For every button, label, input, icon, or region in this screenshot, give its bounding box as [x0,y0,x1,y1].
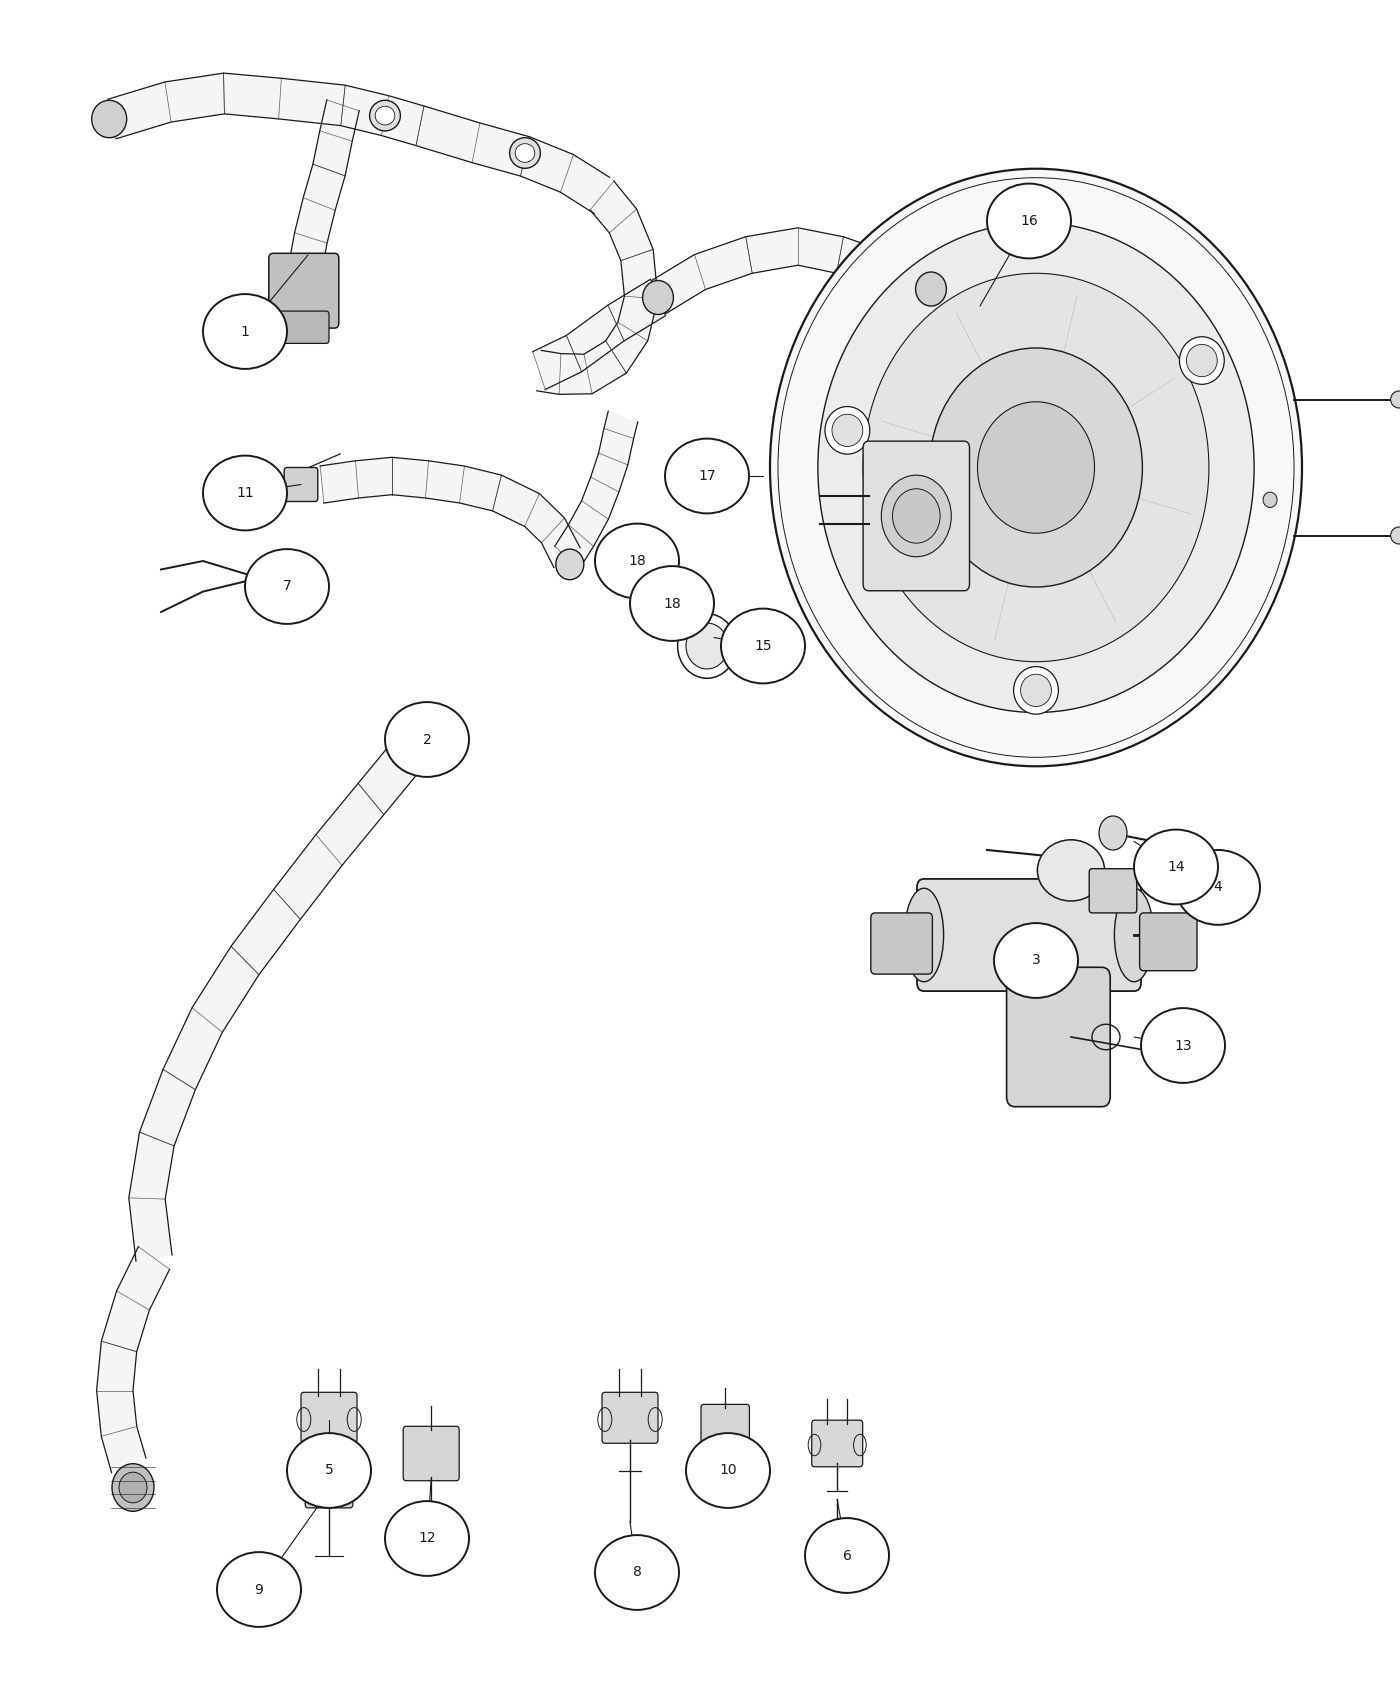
Ellipse shape [994,923,1078,998]
Polygon shape [108,73,610,214]
Ellipse shape [1390,391,1400,408]
Ellipse shape [904,887,944,983]
FancyBboxPatch shape [1140,913,1197,971]
FancyBboxPatch shape [279,311,329,343]
Ellipse shape [893,490,941,544]
Text: 18: 18 [629,554,645,568]
Ellipse shape [1014,666,1058,714]
Ellipse shape [686,1433,770,1508]
Polygon shape [129,711,445,1261]
Ellipse shape [1179,337,1224,384]
Circle shape [1099,816,1127,850]
Ellipse shape [112,1464,154,1511]
Ellipse shape [1021,675,1051,707]
Ellipse shape [595,1535,679,1610]
Polygon shape [651,228,930,314]
FancyBboxPatch shape [301,1392,357,1443]
FancyBboxPatch shape [812,1420,862,1467]
Ellipse shape [643,280,673,314]
Text: 12: 12 [419,1532,435,1545]
FancyBboxPatch shape [602,1392,658,1443]
Text: 13: 13 [1175,1039,1191,1052]
Polygon shape [288,100,360,274]
Ellipse shape [770,168,1302,767]
Polygon shape [533,279,665,389]
Ellipse shape [595,524,679,598]
Ellipse shape [805,1518,889,1593]
Ellipse shape [665,439,749,513]
Ellipse shape [385,1501,469,1576]
FancyBboxPatch shape [1007,967,1110,1107]
FancyBboxPatch shape [403,1426,459,1481]
Ellipse shape [977,401,1095,534]
Ellipse shape [1263,491,1277,508]
Text: 7: 7 [283,580,291,593]
Ellipse shape [818,223,1254,712]
Ellipse shape [556,549,584,580]
Ellipse shape [510,138,540,168]
Ellipse shape [91,100,126,138]
Ellipse shape [882,476,952,558]
Text: 9: 9 [255,1583,263,1596]
Text: 3: 3 [1032,954,1040,967]
FancyBboxPatch shape [917,879,1141,991]
Ellipse shape [119,1472,147,1503]
Ellipse shape [1141,1008,1225,1083]
Ellipse shape [287,1433,371,1508]
Ellipse shape [930,348,1142,586]
Ellipse shape [650,581,683,619]
Ellipse shape [515,144,535,163]
Text: 16: 16 [1021,214,1037,228]
Text: 2: 2 [423,733,431,746]
Text: 17: 17 [699,469,715,483]
FancyBboxPatch shape [701,1404,749,1452]
Ellipse shape [1176,850,1260,925]
FancyBboxPatch shape [862,442,969,592]
Ellipse shape [245,549,329,624]
Text: 14: 14 [1168,860,1184,874]
Ellipse shape [987,184,1071,258]
Ellipse shape [678,614,736,678]
FancyBboxPatch shape [284,468,318,502]
Ellipse shape [1037,840,1105,901]
FancyBboxPatch shape [1089,869,1137,913]
Ellipse shape [385,702,469,777]
Text: 18: 18 [664,597,680,610]
Ellipse shape [203,456,287,530]
Polygon shape [97,1246,169,1472]
Ellipse shape [686,624,728,670]
Polygon shape [536,182,658,394]
Ellipse shape [916,272,946,306]
Polygon shape [554,411,638,570]
FancyBboxPatch shape [305,1464,353,1508]
Text: 11: 11 [237,486,253,500]
Text: 4: 4 [1214,881,1222,894]
Text: 1: 1 [241,325,249,338]
Text: 10: 10 [720,1464,736,1477]
Text: 5: 5 [325,1464,333,1477]
Ellipse shape [203,294,287,369]
Ellipse shape [375,107,395,126]
Text: 15: 15 [755,639,771,653]
FancyBboxPatch shape [871,913,932,974]
Text: 6: 6 [843,1549,851,1562]
Ellipse shape [622,534,652,568]
Ellipse shape [862,274,1210,661]
Ellipse shape [1134,830,1218,904]
Polygon shape [321,457,580,568]
Ellipse shape [1114,887,1154,983]
Ellipse shape [832,415,862,447]
Ellipse shape [370,100,400,131]
Ellipse shape [217,1552,301,1627]
Text: 8: 8 [633,1566,641,1579]
Ellipse shape [721,609,805,683]
Ellipse shape [630,566,714,641]
Ellipse shape [1390,527,1400,544]
FancyBboxPatch shape [269,253,339,328]
Ellipse shape [825,406,869,454]
Ellipse shape [1186,345,1217,377]
